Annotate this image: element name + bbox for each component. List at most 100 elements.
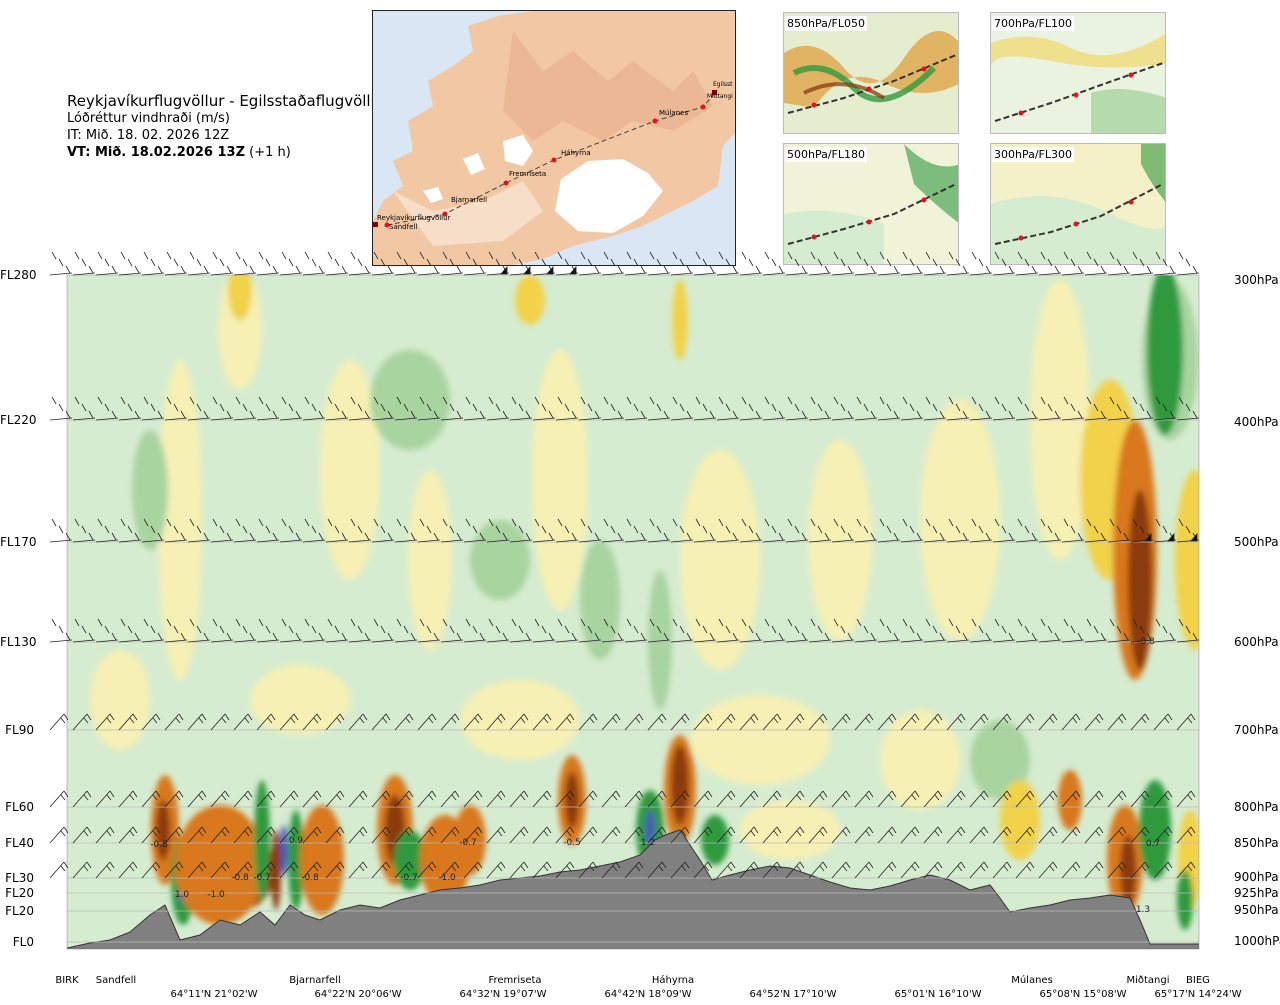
wind-barb [210, 861, 230, 879]
vertical-wind-field-cell [280, 825, 288, 875]
wind-barb [808, 790, 828, 808]
vertical-wind-field-cell [672, 280, 688, 360]
vertical-wind-field-cell [132, 430, 168, 550]
wind-barb [233, 251, 257, 276]
thumb-300hpa[interactable]: 300hPa/FL300 [990, 143, 1166, 265]
vertical-wind-field-cell [515, 275, 545, 325]
wind-barb [95, 618, 119, 643]
wind-barb [371, 861, 391, 879]
wind-barb [578, 861, 598, 879]
wind-barb [233, 713, 253, 731]
chart-header: Reykjavíkurflugvöllur - Egilsstaðaflugvö… [67, 92, 386, 161]
wind-barb [371, 396, 395, 421]
contour-value-label: -0.8 [301, 873, 319, 883]
wind-barb [578, 713, 598, 731]
wind-barb [72, 518, 96, 543]
wind-barb-pennant [1190, 532, 1198, 542]
wind-barb [601, 396, 625, 421]
wind-barb [532, 618, 556, 643]
wind-barb [486, 518, 510, 543]
wind-barb [256, 826, 276, 844]
thumb-850hpa-label: 850hPa/FL050 [785, 16, 868, 31]
wind-barb [141, 790, 161, 808]
wind-barb [509, 396, 533, 421]
wind-barb [900, 790, 920, 808]
wind-barb [141, 618, 165, 643]
wind-barb [808, 861, 828, 879]
wind-barb [210, 790, 230, 808]
wind-barb [1176, 618, 1200, 643]
vertical-wind-field-cell [171, 835, 195, 925]
wind-barb [762, 790, 782, 808]
wind-barb [831, 618, 855, 643]
vertical-wind-field-cell [158, 360, 202, 680]
wind-barb [325, 713, 345, 731]
wind-barb [532, 826, 552, 844]
wind-barb [279, 251, 303, 276]
thumb-700hpa[interactable]: 700hPa/FL100 [990, 12, 1166, 134]
wind-barb [716, 861, 736, 879]
contour-value-label: -1.0 [438, 873, 456, 883]
wind-barb [739, 618, 763, 643]
wind-barb [693, 790, 713, 808]
wind-barb [463, 790, 483, 808]
wind-barb [210, 826, 230, 844]
wind-barb [371, 618, 395, 643]
wind-barb [670, 861, 690, 879]
wind-barb [1015, 861, 1035, 879]
wind-barb [49, 396, 73, 421]
wind-barb [233, 826, 253, 844]
wind-barb [256, 251, 280, 276]
wind-barb [624, 518, 648, 543]
wind-barb [164, 618, 188, 643]
wind-barb [1061, 826, 1081, 844]
wind-barb [417, 713, 437, 731]
wind-barb [256, 618, 280, 643]
vertical-wind-field-cell [671, 745, 689, 825]
wind-barb [348, 396, 372, 421]
wind-barb [394, 826, 414, 844]
wind-barb [923, 861, 943, 879]
wind-barb [118, 396, 142, 421]
wind-barb [348, 518, 372, 543]
vertical-wind-field-cell [178, 867, 188, 903]
contour-value-label: 1.2 [641, 838, 655, 848]
wind-barb [1084, 518, 1108, 543]
wind-barb [1176, 826, 1196, 844]
wind-barb [555, 396, 579, 421]
wind-barb [877, 396, 901, 421]
thumb-500hpa[interactable]: 500hPa/FL180 [783, 143, 959, 265]
wind-barb [164, 396, 188, 421]
wind-barb [900, 861, 920, 879]
wind-barb [877, 713, 897, 731]
wind-barb [72, 618, 96, 643]
thumb-850hpa[interactable]: 850hPa/FL050 [783, 12, 959, 134]
wind-barb [555, 518, 579, 543]
route-map: Reykjavíkurflugvöllur Sandfell Bjarnarfe… [372, 10, 736, 266]
wind-barb [877, 826, 897, 844]
wind-barb [1107, 396, 1131, 421]
wind-barb [578, 826, 598, 844]
wind-barb [808, 713, 828, 731]
terrain-profile [67, 829, 1199, 949]
wind-barb [670, 790, 690, 808]
wind-barb [900, 518, 924, 543]
wind-barb [992, 396, 1016, 421]
map-label-sandfell: Sandfell [389, 223, 418, 231]
wind-barb [486, 618, 510, 643]
wind-barb [877, 861, 897, 879]
wind-barb [1061, 396, 1085, 421]
vertical-wind-field-cell [880, 710, 960, 810]
wind-barb [440, 396, 464, 421]
vertical-wind-field-cell [288, 810, 304, 910]
wind-barb [1176, 251, 1200, 276]
wind-barb-pennant [569, 265, 577, 275]
wind-barb [95, 518, 119, 543]
route-point-label: Sandfell [95, 975, 137, 986]
wind-barb [141, 518, 165, 543]
wind-barb [1176, 518, 1200, 543]
wind-barb [647, 713, 667, 731]
wind-barb [969, 396, 993, 421]
fl-tick-label: FL20 [5, 886, 34, 900]
wind-barb [509, 618, 533, 643]
